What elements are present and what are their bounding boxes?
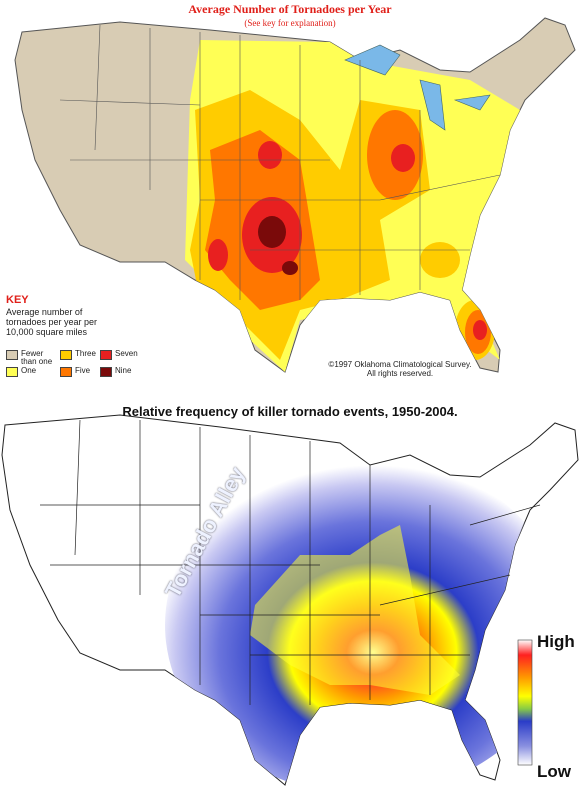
copyright-line: All rights reserved. <box>366 369 434 378</box>
key-label: Nine <box>115 366 132 375</box>
key-item: One <box>6 367 36 377</box>
tornado-average-map <box>14 17 576 373</box>
scale-low-label: Low <box>537 762 571 781</box>
key-label: Three <box>75 349 96 358</box>
key-swatch <box>6 367 18 377</box>
key-item: Five <box>60 367 90 377</box>
key-item: Seven <box>100 350 138 360</box>
tornado-density <box>185 40 520 372</box>
map-subtitle: (See key for explanation) <box>244 18 336 28</box>
level-nine <box>282 261 298 275</box>
key-label: One <box>21 366 37 375</box>
key-heading: KEY <box>6 294 29 306</box>
key-swatch <box>60 350 72 360</box>
key-swatch <box>100 350 112 360</box>
scale-high-label: High <box>537 632 575 651</box>
level-seven <box>258 141 282 169</box>
state-borders <box>40 419 541 705</box>
key-item: Nine <box>100 367 131 377</box>
key-item: Fewer than one <box>6 350 58 366</box>
key-item: Three <box>60 350 96 360</box>
color-scale <box>517 639 533 766</box>
copyright: ©1997 Oklahoma Climatological Survey. Al… <box>300 360 500 378</box>
map-title: Relative frequency of killer tornado eve… <box>122 404 458 419</box>
copyright-line: ©1997 Oklahoma Climatological Survey. <box>328 360 472 369</box>
key-label: Five <box>75 366 91 375</box>
level-seven <box>208 239 228 271</box>
level-seven <box>473 320 487 340</box>
key-swatch <box>60 367 72 377</box>
key-swatch <box>6 350 18 360</box>
killer-frequency <box>165 455 565 785</box>
key-label: Seven <box>115 349 138 358</box>
key-description: Average number of tornadoes per year per… <box>6 307 98 337</box>
great-lakes <box>344 44 491 131</box>
killer-tornado-map <box>1 414 579 786</box>
state-borders <box>59 24 501 300</box>
level-nine <box>258 216 286 248</box>
level-seven <box>391 144 415 172</box>
key-label: Fewer than one <box>21 349 53 366</box>
key-swatch <box>100 367 112 377</box>
map-title: Average Number of Tornadoes per Year <box>188 2 392 16</box>
level-three <box>420 242 460 278</box>
